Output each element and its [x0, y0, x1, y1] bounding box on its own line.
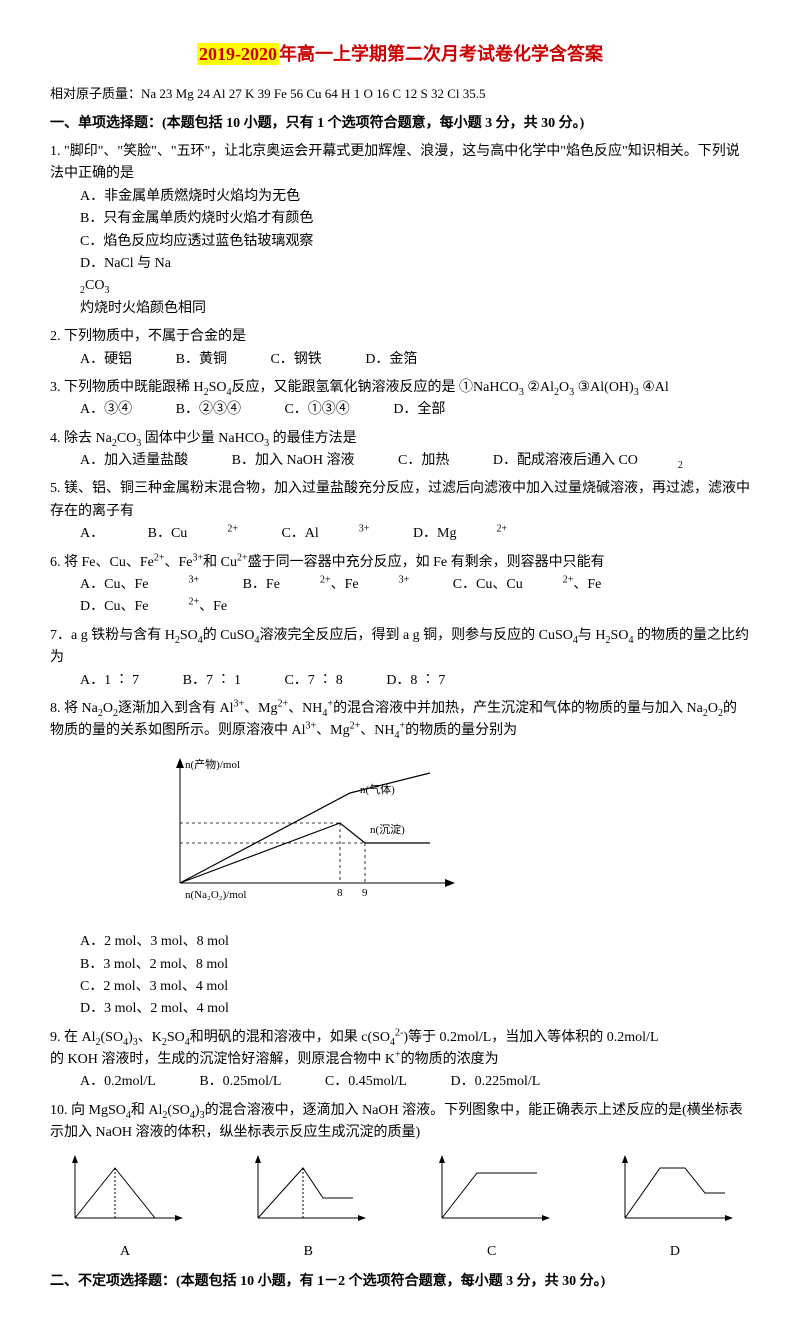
q7-opt-d: D．8 ∶ 7	[386, 670, 445, 692]
svg-text:9: 9	[362, 887, 368, 899]
question-2: 2. 下列物质中，不属于合金的是 A．硬铝 B．黄铜 C．钢铁 D．金箔	[50, 326, 750, 371]
question-6: 6. 将 Fe、Cu、Fe2+、Fe3+和 Cu2+盛于同一容器中充分反应，如 …	[50, 552, 750, 619]
q3-opt-c: C．①③④	[284, 399, 349, 421]
question-7: 7．a g 铁粉与含有 H2SO4的 CuSO4溶液完全反应后，得到 a g 铜…	[50, 625, 750, 692]
q6-opt-a: A．Cu、Fe3+	[80, 574, 199, 596]
q4-opt-a: A．加入适量盐酸	[80, 450, 188, 472]
q2-opt-a: A．硬铝	[80, 349, 132, 371]
question-10: 10. 向 MgSO4和 Al2(SO4)3的混合溶液中，逐滴加入 NaOH 溶…	[50, 1100, 750, 1145]
q8-opt-d: D．3 mol、2 mol、4 mol	[80, 998, 380, 1020]
question-5: 5. 镁、铝、铜三种金属粉末混合物，加入过量盐酸充分反应，过滤后向滤液中加入过量…	[50, 478, 750, 545]
q3-opt-d: D．全部	[393, 399, 445, 421]
q6-opt-d: D．Cu、Fe2+、Fe	[80, 596, 267, 618]
question-4: 4. 除去 Na2CO3 固体中少量 NaHCO3 的最佳方法是 A．加入适量盐…	[50, 428, 750, 473]
question-8: 8. 将 Na2O2逐渐加入到含有 Al3+、Mg2+、NH4+的混合溶液中并加…	[50, 698, 750, 743]
q1-opt-c: C．焰色反应均应透过蓝色钴玻璃观察	[80, 231, 380, 253]
q1-opt-d: D．NaCl 与 Na2CO3灼烧时火焰颜色相同	[80, 253, 380, 320]
q7-opt-a: A．1 ∶ 7	[80, 670, 139, 692]
q2-text: 2. 下列物质中，不属于合金的是	[50, 329, 246, 344]
q1-opt-a: A．非金属单质燃烧时火焰均为无色	[80, 186, 380, 208]
q5-opt-c: C．Al3+	[281, 523, 369, 545]
chart-c: C	[417, 1153, 567, 1264]
q8-opt-c: C．2 mol、3 mol、4 mol	[80, 976, 380, 998]
q4-opt-d: D．配成溶液后通入 CO2	[493, 450, 683, 472]
q6-opt-b: B．Fe2+、Fe3+	[243, 574, 410, 596]
q8-chart: n(产物)/mol n(Na₂O₂)/mol n(气体) n(沉淀) 8 9	[150, 753, 750, 921]
q6-opt-c: C．Cu、Cu2+、Fe	[453, 574, 642, 596]
chart-b: B	[233, 1153, 383, 1264]
chart-line2: n(沉淀)	[370, 822, 405, 836]
q1-text: 1. "脚印"、"笑脸"、"五环"，让北京奥运会开幕式更加辉煌、浪漫，这与高中化…	[50, 144, 740, 181]
chart-d: D	[600, 1153, 750, 1264]
chart-ylabel: n(产物)/mol	[185, 757, 240, 771]
question-3: 3. 下列物质中既能跟稀 H2SO4反应，又能跟氢氧化钠溶液反应的是 ①NaHC…	[50, 377, 750, 422]
q2-opt-d: D．金箔	[365, 349, 417, 371]
q4-opt-b: B．加入 NaOH 溶液	[232, 450, 355, 472]
q4-opt-c: C．加热	[398, 450, 449, 472]
section-2-head: 二、不定项选择题：(本题包括 10 小题，有 1－2 个选项符合题意，每小题 3…	[50, 1271, 750, 1293]
q5-opt-d: D．Mg2+	[413, 523, 507, 545]
q9-opt-d: D．0.225mol/L	[450, 1071, 540, 1093]
question-1: 1. "脚印"、"笑脸"、"五环"，让北京奥运会开幕式更加辉煌、浪漫，这与高中化…	[50, 141, 750, 320]
title-main: 年高一上学期第二次月考试卷化学含答案	[279, 44, 603, 64]
q2-opt-b: B．黄铜	[176, 349, 227, 371]
chart-xlabel: n(Na₂O₂)/mol	[185, 889, 246, 901]
atomic-mass-line: 相对原子质量：Na 23 Mg 24 Al 27 K 39 Fe 56 Cu 6…	[50, 84, 750, 105]
q5-opt-b: B．Cu2+	[148, 523, 238, 545]
q3-opt-b: B．②③④	[176, 399, 241, 421]
question-9: 9. 在 Al2(SO4)3、K2SO4和明矾的混和溶液中，如果 c(SO42-…	[50, 1027, 750, 1094]
q10-charts: A B C D	[50, 1153, 750, 1264]
chart-line1: n(气体)	[360, 782, 395, 796]
q7-opt-b: B．7 ∶ 1	[183, 670, 241, 692]
q3-opt-a: A．③④	[80, 399, 132, 421]
chart-a: A	[50, 1153, 200, 1264]
section-1-head: 一、单项选择题：(本题包括 10 小题，只有 1 个选项符合题意，每小题 3 分…	[50, 113, 750, 135]
q8-options: A．2 mol、3 mol、8 molB．3 mol、2 mol、8 mol C…	[80, 931, 750, 1021]
title-highlight: 2019-2020	[197, 43, 279, 65]
q2-opt-c: C．钢铁	[270, 349, 321, 371]
q9-opt-a: A．0.2mol/L	[80, 1071, 156, 1093]
q5-opt-a: A．	[80, 523, 104, 545]
q1-opt-b: B．只有金属单质灼烧时火焰才有颜色	[80, 208, 380, 230]
q9-opt-c: C．0.45mol/L	[325, 1071, 407, 1093]
q8-opt-a: A．2 mol、3 mol、8 mol	[80, 931, 380, 953]
q8-opt-b: B．3 mol、2 mol、8 mol	[80, 954, 380, 976]
svg-text:8: 8	[337, 887, 343, 899]
q7-opt-c: C．7 ∶ 8	[284, 670, 342, 692]
q5-text: 5. 镁、铝、铜三种金属粉末混合物，加入过量盐酸充分反应，过滤后向滤液中加入过量…	[50, 481, 750, 518]
q9-opt-b: B．0.25mol/L	[199, 1071, 281, 1093]
page-title: 2019-2020年高一上学期第二次月考试卷化学含答案	[50, 40, 750, 69]
